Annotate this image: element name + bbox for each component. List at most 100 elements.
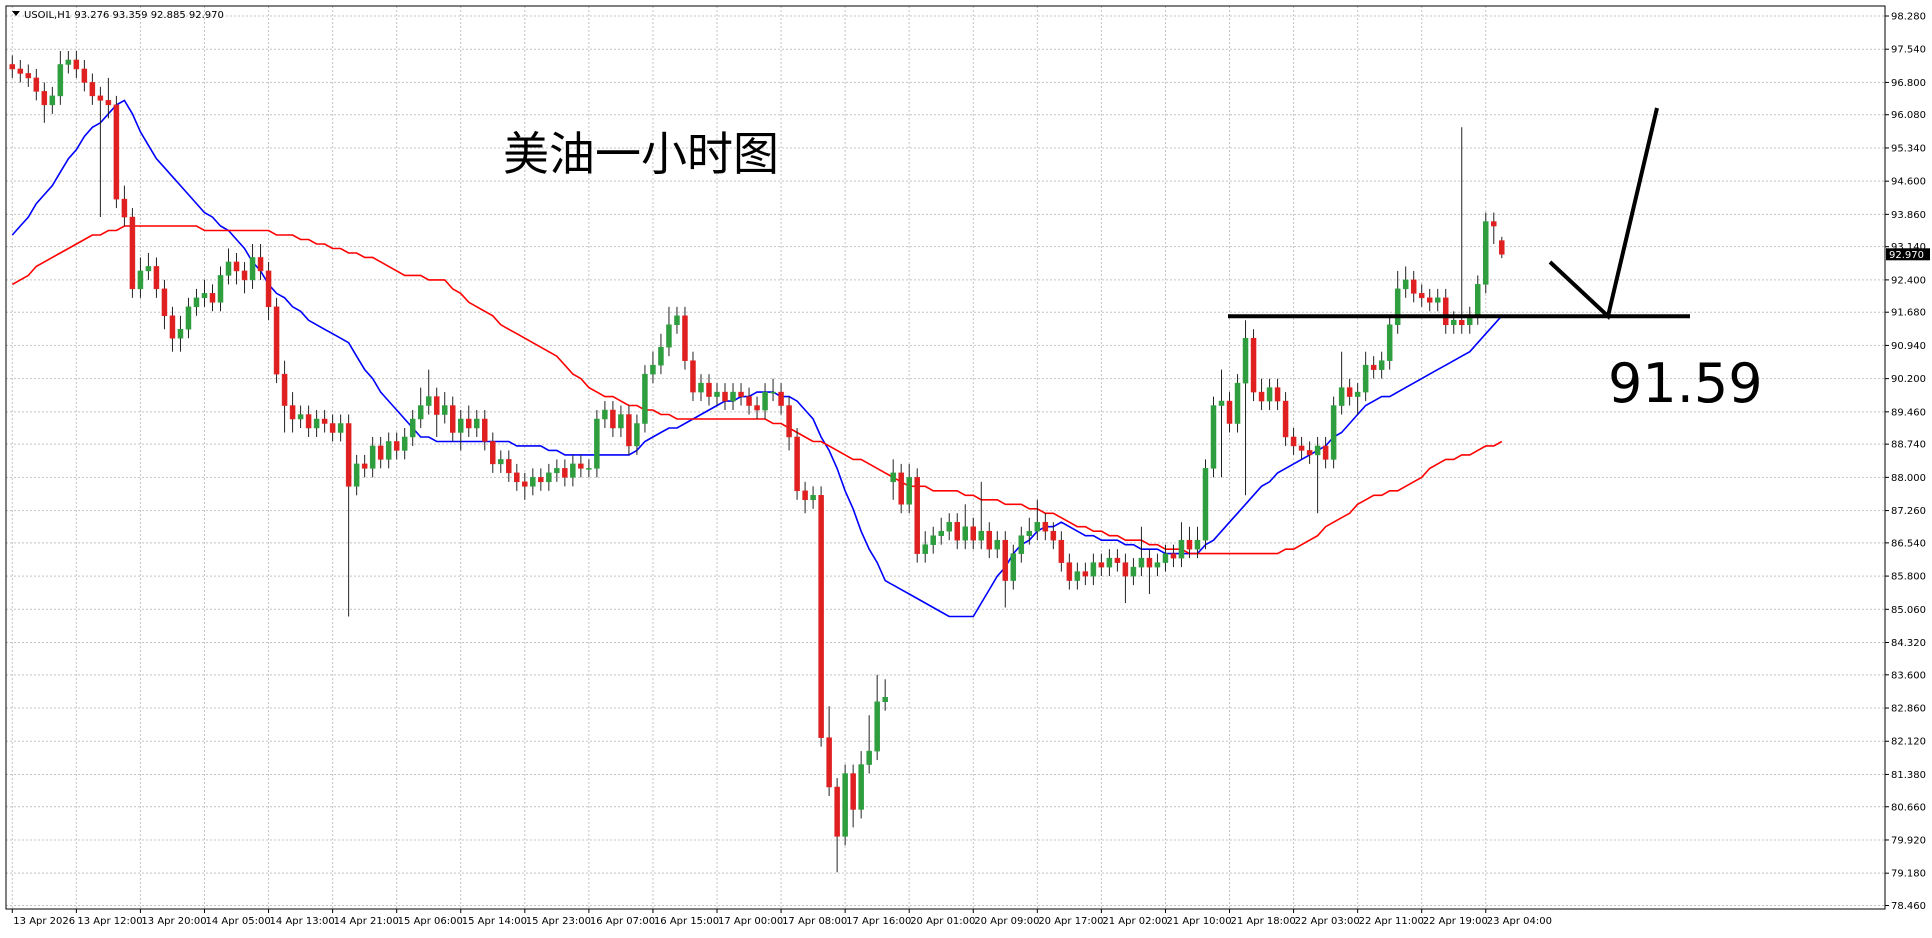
candle-body xyxy=(842,773,848,837)
y-tick-label: 79.180 xyxy=(1891,869,1926,880)
price-tag xyxy=(1886,248,1930,261)
chart-title: 美油一小时图 xyxy=(503,127,779,181)
candle-body xyxy=(417,405,424,420)
candle-body xyxy=(1330,405,1337,460)
candle-body xyxy=(425,396,432,406)
candle-body xyxy=(706,382,712,397)
plot-frame xyxy=(5,5,1886,910)
candle-body xyxy=(177,329,184,339)
candle-body xyxy=(602,409,608,420)
candle-body xyxy=(578,463,584,469)
candle-body xyxy=(401,436,408,451)
candle-body xyxy=(1042,521,1049,532)
y-tick-label: 88.740 xyxy=(1891,440,1926,451)
candle-body xyxy=(466,418,472,429)
candle-body xyxy=(209,293,216,303)
candle-body xyxy=(1234,382,1241,424)
candle-body xyxy=(1106,557,1113,568)
y-tick-label: 92.400 xyxy=(1891,275,1926,286)
candle-body xyxy=(866,750,872,765)
candle-body xyxy=(241,270,248,281)
candle-body xyxy=(650,364,656,375)
candle-body xyxy=(233,261,240,272)
candle-body xyxy=(882,697,888,702)
candle-body xyxy=(1202,468,1209,541)
candle-body xyxy=(1018,535,1025,554)
candle-body xyxy=(1418,293,1425,299)
candle-body xyxy=(1130,566,1137,577)
candle-body xyxy=(810,495,816,501)
candle-body xyxy=(1194,539,1201,550)
candle-body xyxy=(970,526,977,541)
candle-body xyxy=(1258,391,1265,402)
candle-body xyxy=(289,405,296,420)
candle-body xyxy=(546,472,552,483)
candle-body xyxy=(514,472,520,483)
candle-body xyxy=(409,418,416,438)
candle-body xyxy=(33,77,40,92)
candle-body xyxy=(321,418,328,424)
x-tick-label: 23 Apr 04:00 xyxy=(1487,916,1552,927)
x-tick-label: 13 Apr 12:00 xyxy=(77,916,142,927)
candle-body xyxy=(1354,391,1361,397)
candle-body xyxy=(482,418,488,442)
price-tag-label: 92.970 xyxy=(1889,250,1924,261)
candle-body xyxy=(369,445,376,469)
x-tick-label: 16 Apr 15:00 xyxy=(654,916,719,927)
x-tick-label: 14 Apr 13:00 xyxy=(270,916,335,927)
candle-body xyxy=(874,701,880,752)
candle-body xyxy=(185,306,192,330)
candle-body xyxy=(666,324,672,348)
header-close: 92.970 xyxy=(189,10,224,21)
candle-body xyxy=(9,64,16,70)
candle-body xyxy=(1410,279,1417,294)
candle-body xyxy=(986,530,993,550)
candle-body xyxy=(337,423,344,433)
candle-body xyxy=(538,477,544,483)
x-tick-label: 20 Apr 17:00 xyxy=(1038,916,1103,927)
x-tick-label: 13 Apr 20:00 xyxy=(141,916,206,927)
candle-body xyxy=(1098,562,1105,568)
candle-body xyxy=(1346,387,1353,397)
candle-body xyxy=(722,391,728,402)
candle-body xyxy=(217,275,224,303)
candle-body xyxy=(610,409,616,429)
candle-body xyxy=(850,773,856,810)
candle-body xyxy=(1154,562,1161,568)
candle-body xyxy=(345,423,352,487)
candle-body xyxy=(802,490,808,501)
candle-body xyxy=(474,418,480,429)
candle-body xyxy=(1499,240,1505,255)
candle-body xyxy=(618,414,624,429)
candle-body xyxy=(1210,405,1217,469)
candle-body xyxy=(674,315,680,326)
candle-body xyxy=(834,786,840,837)
y-tick-label: 90.940 xyxy=(1891,341,1926,352)
y-tick-label: 81.380 xyxy=(1891,770,1926,781)
x-tick-label: 22 Apr 03:00 xyxy=(1295,916,1360,927)
y-tick-label: 96.800 xyxy=(1891,78,1926,89)
candle-body xyxy=(1266,387,1273,402)
candle-body xyxy=(97,95,104,101)
x-tick-label: 20 Apr 09:00 xyxy=(974,916,1039,927)
candle-body xyxy=(457,418,464,433)
header-open: 93.276 xyxy=(74,10,109,21)
candle-body xyxy=(826,737,832,788)
candle-body xyxy=(1322,445,1329,460)
candle-body xyxy=(1250,337,1257,393)
candle-body xyxy=(129,216,136,290)
candle-body xyxy=(145,266,152,272)
candle-body xyxy=(1434,297,1441,303)
candle-body xyxy=(1282,400,1289,438)
candle-body xyxy=(1475,284,1481,317)
y-tick-label: 88.000 xyxy=(1891,473,1926,484)
candle-body xyxy=(65,59,72,65)
candle-body xyxy=(738,391,744,397)
candle-body xyxy=(714,391,720,397)
candle-body xyxy=(353,463,360,487)
candle-body xyxy=(730,391,736,402)
candle-body xyxy=(17,68,24,74)
candle-body xyxy=(1458,320,1465,326)
candle-body xyxy=(962,526,969,541)
x-tick-label: 21 Apr 10:00 xyxy=(1166,916,1231,927)
